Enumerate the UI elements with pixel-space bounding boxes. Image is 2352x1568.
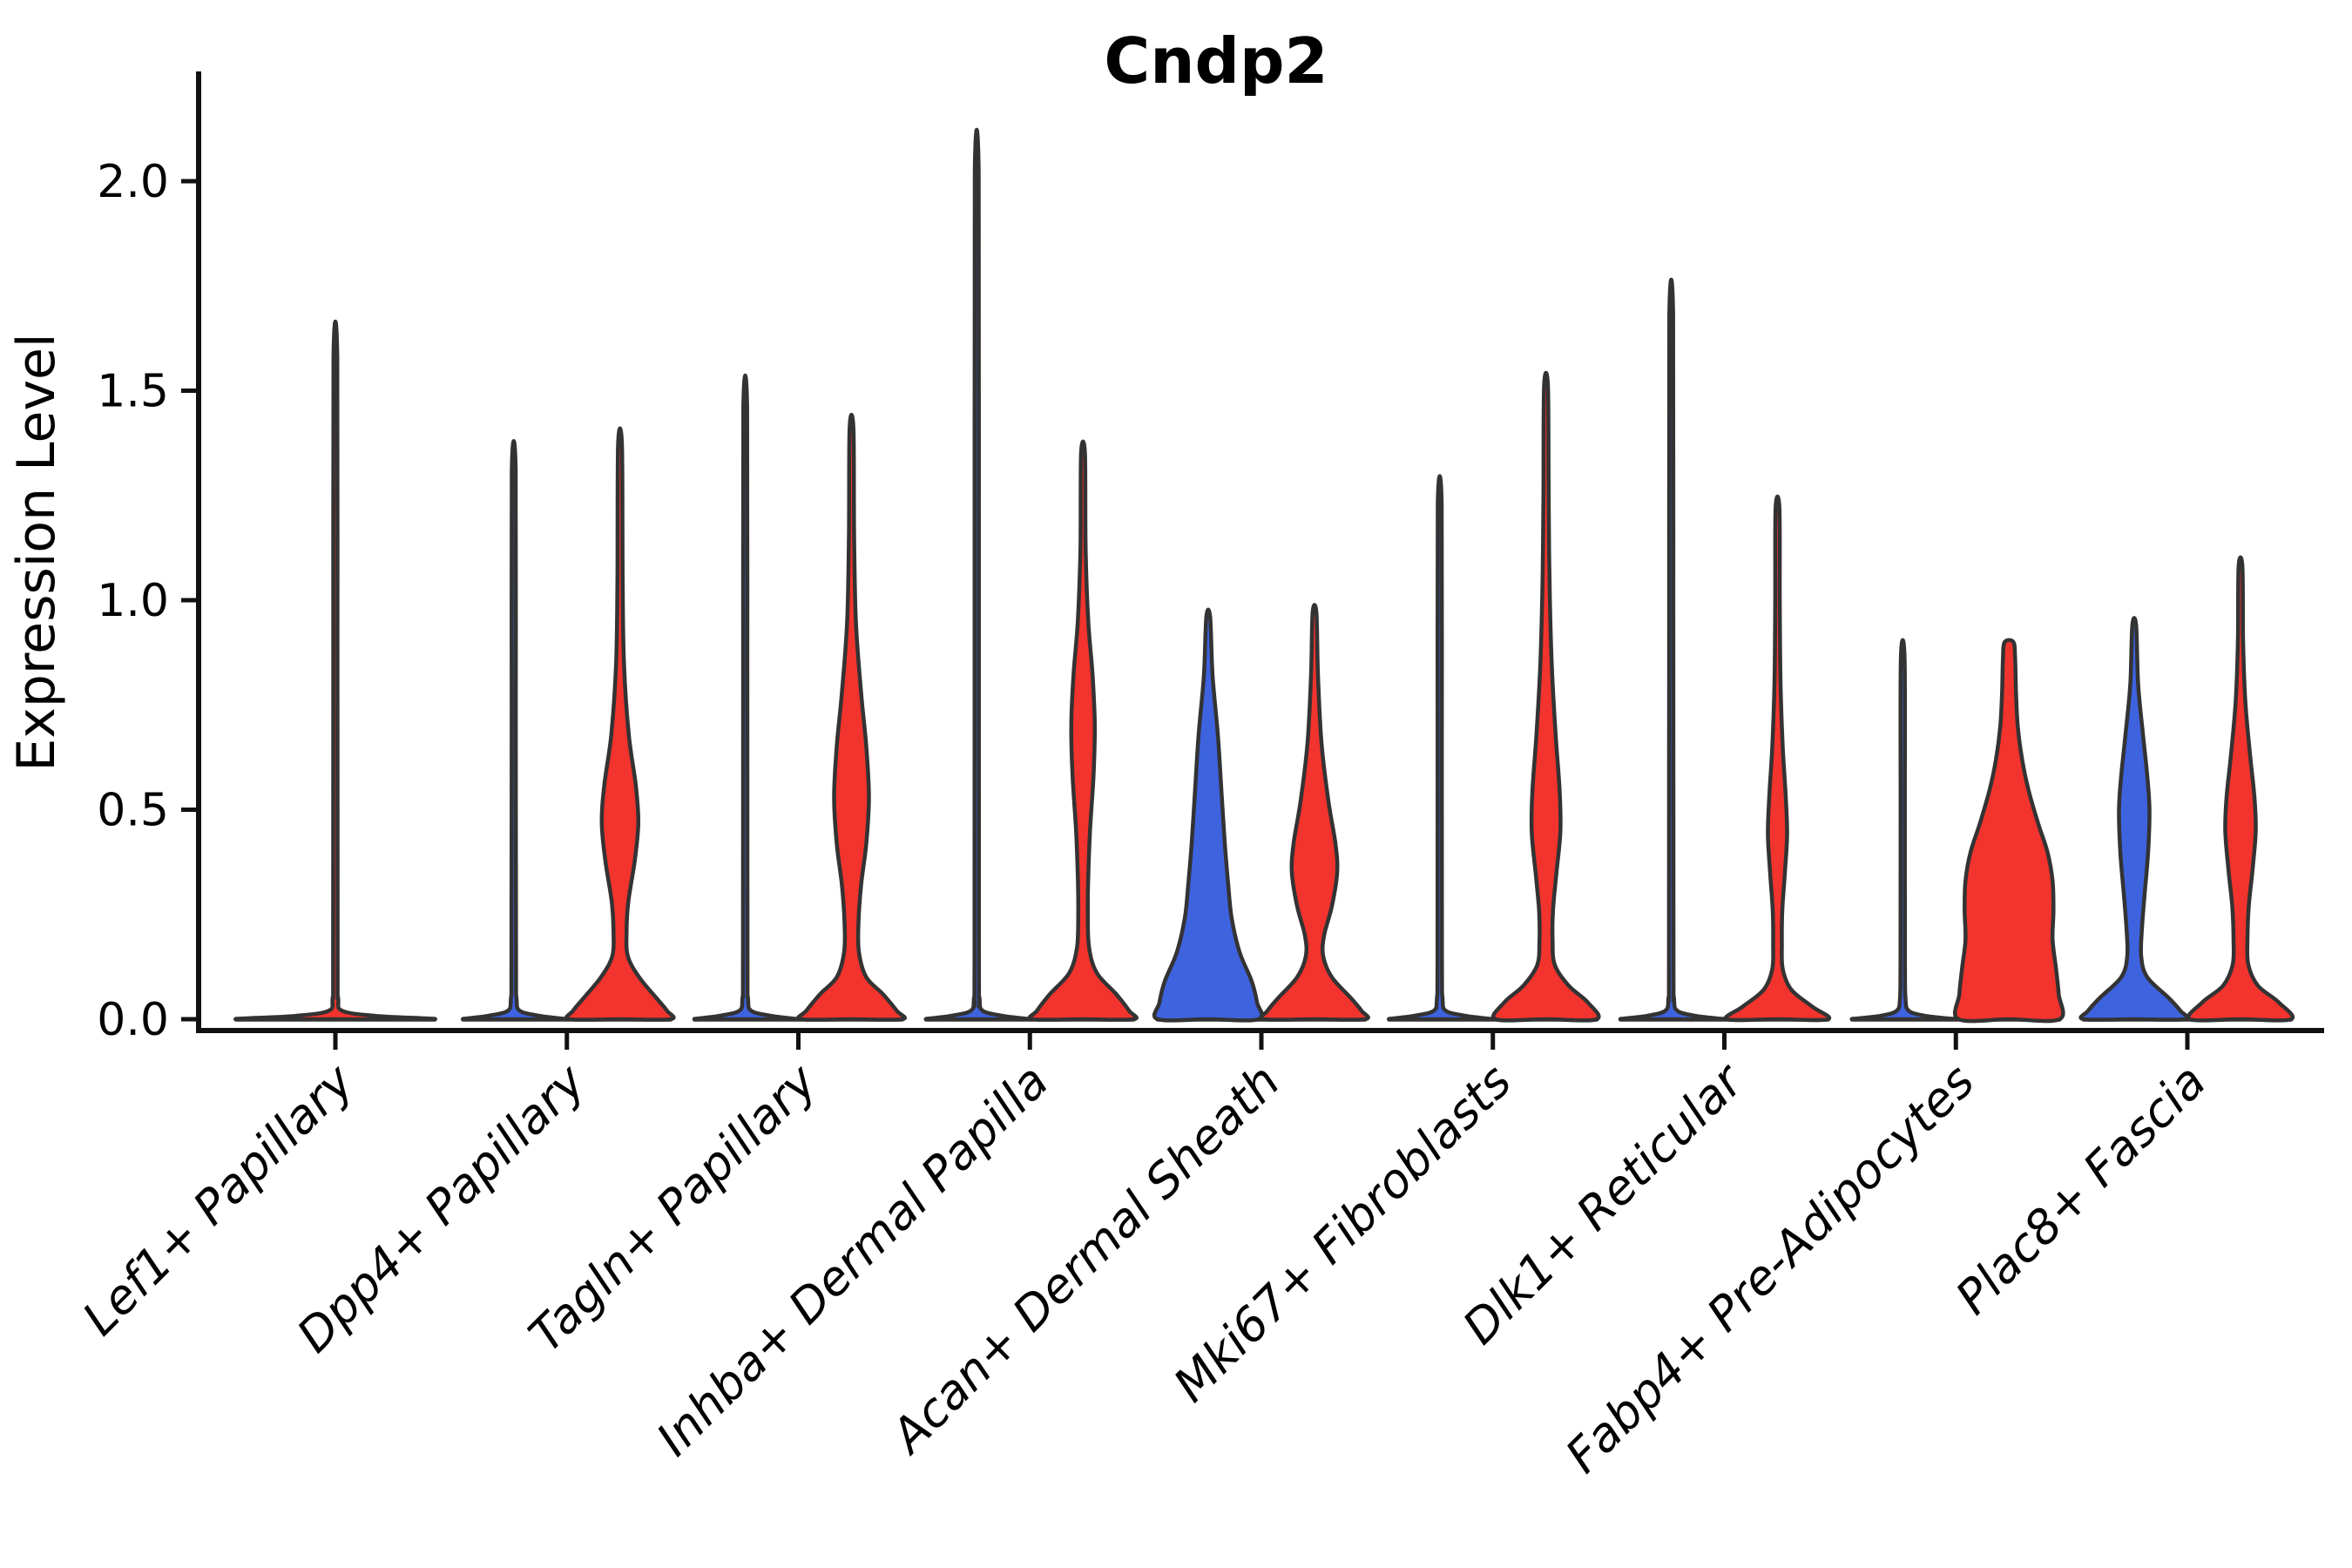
- violin-mki67-fibroblasts-left: [1388, 474, 1491, 1022]
- y-tick-label: 2.0: [97, 156, 169, 208]
- violin-dpp4-papillary-left: [462, 438, 565, 1022]
- x-tick-label: Plac8+ Fascia: [1945, 1054, 2216, 1325]
- x-tick-label: Inhba+ Dermal Papilla: [646, 1054, 1059, 1467]
- violin-fabp4-pre-adipocytes-left: [1851, 638, 1954, 1022]
- violin-tagln-papillary-right: [795, 412, 908, 1022]
- y-tick-label: 0.0: [97, 994, 169, 1046]
- x-tick-label: Fabp4+ Pre-Adipocytes: [1555, 1054, 1984, 1484]
- y-tick-label: 1.0: [97, 575, 169, 627]
- y-tick-label: 0.5: [97, 785, 169, 837]
- violin-fabp4-pre-adipocytes-right: [1953, 638, 2065, 1024]
- violin-layer: [233, 127, 2295, 1024]
- violin-plac8-fascia-left: [2078, 616, 2190, 1022]
- x-tick-label: Acan+ Dermal Sheath: [879, 1054, 1290, 1465]
- violin-lef1-papillary-center: [233, 320, 437, 1022]
- chart-title: Cndp2: [1104, 24, 1328, 98]
- violin-mki67-fibroblasts-right: [1491, 370, 1601, 1023]
- violin-acan-dermal-sheath-left: [1152, 607, 1265, 1023]
- violin-dlk1-reticular-left: [1619, 278, 1723, 1022]
- y-axis-label: Expression Level: [6, 333, 67, 771]
- y-tick-label: 1.5: [97, 366, 169, 418]
- violin-dlk1-reticular-right: [1723, 494, 1832, 1023]
- violin-plac8-fascia-right: [2186, 555, 2295, 1023]
- violin-tagln-papillary-left: [693, 374, 797, 1022]
- violin-dpp4-papillary-right: [564, 426, 676, 1022]
- violin-inhba-dermal-papilla-left: [925, 127, 1029, 1022]
- violin-acan-dermal-sheath-right: [1259, 603, 1370, 1022]
- violin-inhba-dermal-papilla-right: [1027, 439, 1139, 1022]
